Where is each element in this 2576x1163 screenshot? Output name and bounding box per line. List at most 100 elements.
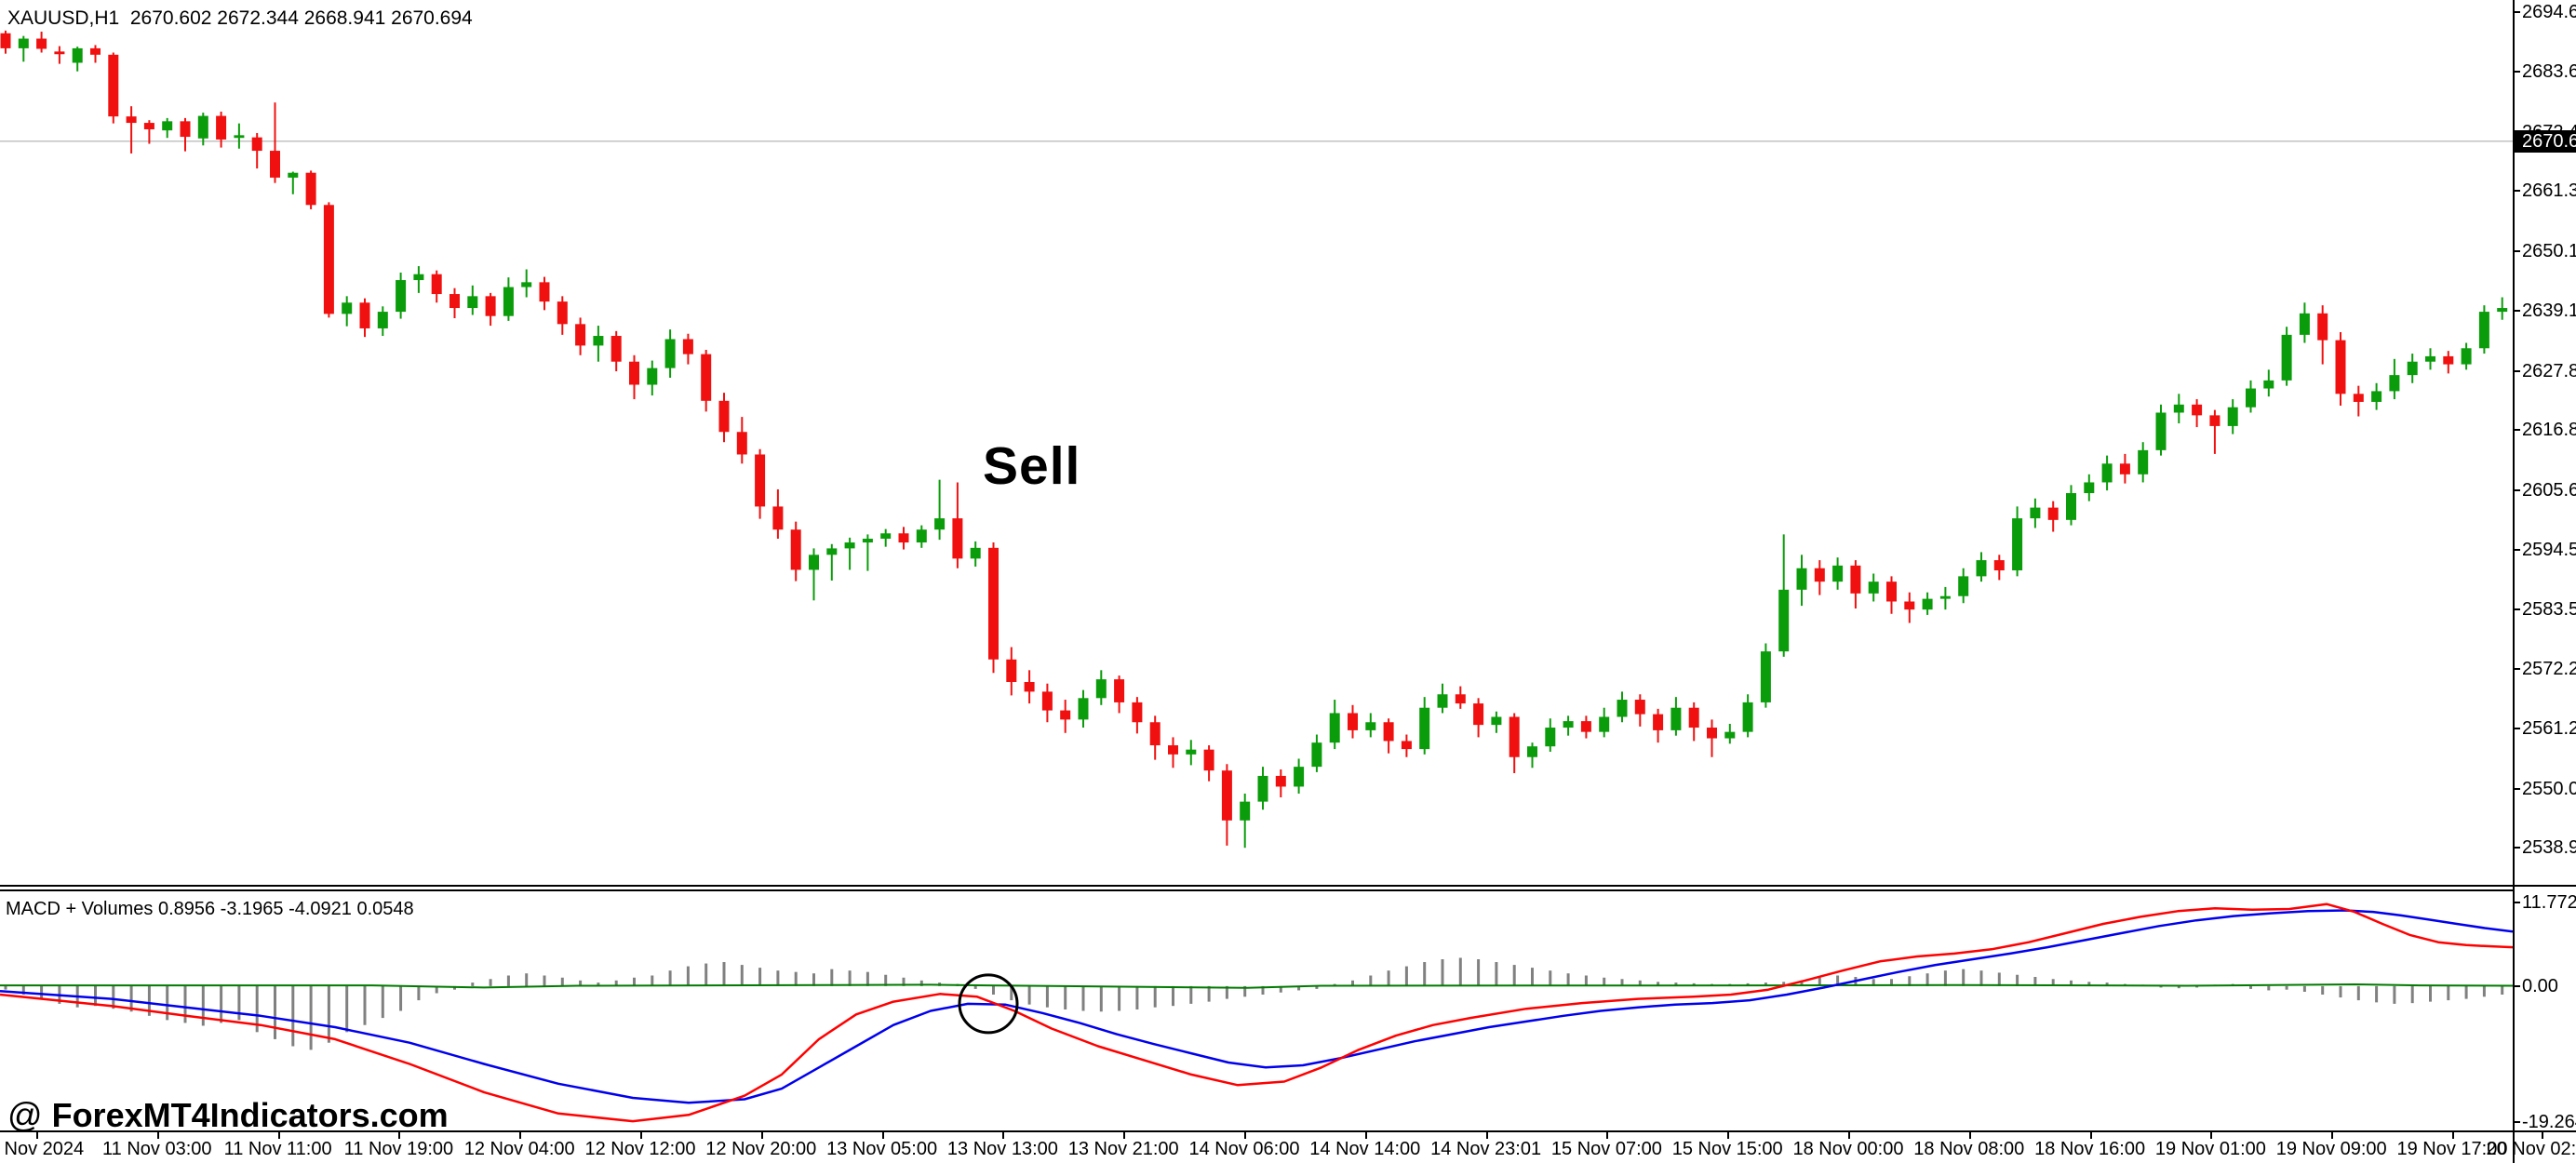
price-axis-tick: [2513, 608, 2520, 610]
time-axis-tick: [156, 1132, 159, 1139]
candle-body: [2066, 492, 2076, 520]
candle-body: [1473, 703, 1484, 726]
candle-body: [1132, 702, 1143, 723]
watermark-at-sign: @: [7, 1096, 43, 1134]
candle-body: [593, 336, 604, 346]
time-axis-label: 11 Nov 03:00: [102, 1139, 212, 1159]
time-axis-tick: [2210, 1132, 2213, 1139]
candle-body: [1939, 595, 1951, 599]
time-axis-tick: [1485, 1132, 1488, 1139]
candle-body: [1437, 694, 1448, 708]
candle-body: [2443, 355, 2454, 365]
candle-body: [288, 172, 299, 178]
crossover-circle-annotation: [958, 973, 1019, 1035]
candle-body: [305, 172, 316, 206]
candle-body: [1993, 560, 2005, 571]
price-axis-label: 2683.640: [2522, 61, 2576, 83]
candle-body: [413, 274, 424, 281]
candle-body: [1060, 710, 1071, 720]
candle-body: [1904, 601, 1915, 610]
price-axis-label: 2538.970: [2522, 837, 2576, 859]
candle-body: [1545, 728, 1556, 747]
panel-separator-top[interactable]: [0, 885, 2576, 887]
candle-body: [431, 274, 442, 295]
time-axis-tick: [1002, 1132, 1005, 1139]
candle-body: [323, 205, 334, 314]
candle-body: [1186, 749, 1197, 755]
candle-body: [2173, 404, 2184, 413]
time-axis-tick: [2452, 1132, 2454, 1139]
candle-body: [1383, 722, 1394, 742]
candle-body: [1348, 713, 1358, 730]
candle-body: [1419, 707, 1430, 750]
candle-body: [485, 296, 496, 316]
candle-body: [1329, 713, 1340, 743]
price-axis-label: 2572.290: [2522, 659, 2576, 680]
time-axis-tick: [1727, 1132, 1730, 1139]
candle-body: [90, 47, 101, 55]
price-axis-label: 2627.880: [2522, 360, 2576, 381]
candle-body: [2461, 348, 2472, 365]
price-axis-tick: [2513, 369, 2520, 372]
candle-body: [772, 506, 784, 530]
price-axis-tick: [2513, 71, 2520, 74]
candle-body: [1599, 716, 1610, 732]
candle-body: [2335, 340, 2346, 394]
candle-body: [2246, 388, 2256, 408]
candle-body: [1886, 582, 1897, 602]
macd-axis-tick: [2513, 984, 2520, 987]
time-axis-tick: [398, 1132, 401, 1139]
candle-body: [2317, 313, 2328, 341]
price-axis-tick: [2513, 847, 2520, 849]
price-axis-tick: [2513, 727, 2520, 729]
time-axis[interactable]: 8 Nov 2024 11 Nov 03:00 11 Nov 11:00 11 Nov…: [0, 1132, 2576, 1163]
macd-line-red: [0, 902, 2513, 1123]
candle-body: [2084, 482, 2095, 493]
candle-body: [1527, 746, 1537, 757]
candle-body: [1868, 582, 1879, 594]
candle-body: [2497, 308, 2508, 313]
candle-body: [2407, 361, 2418, 376]
candle-body: [2389, 375, 2400, 392]
price-axis-tick: [2513, 489, 2520, 492]
time-axis-label: 19 Nov 17:00: [2396, 1139, 2508, 1159]
time-axis-tick: [1968, 1132, 1971, 1139]
candle-body: [2299, 313, 2310, 335]
time-axis-label: 13 Nov 21:00: [1067, 1139, 1179, 1159]
time-axis-label: 14 Nov 06:00: [1188, 1139, 1300, 1159]
price-chart-canvas[interactable]: [0, 0, 2513, 885]
price-axis-label: 2550.020: [2522, 778, 2576, 799]
candle-body: [377, 312, 388, 328]
candle-body: [2192, 404, 2203, 416]
price-axis-tick: [2513, 429, 2520, 432]
candle-body: [701, 354, 712, 401]
candle-body: [2478, 312, 2489, 349]
candle-body: [647, 368, 658, 385]
candle-body: [72, 47, 83, 63]
macd-axis-tick: [2513, 902, 2520, 904]
time-axis-label: 20 Nov 02:00: [2486, 1139, 2576, 1159]
candle-body: [1401, 741, 1412, 750]
candle-body: [1850, 565, 1861, 594]
time-axis-label: 18 Nov 16:00: [2034, 1139, 2146, 1159]
price-axis[interactable]: 2670.694 2694.6902683.6402672.4202661.37…: [2513, 0, 2576, 1163]
candle-body: [539, 282, 550, 302]
candle-body: [449, 294, 460, 309]
time-axis-label: 12 Nov 12:00: [584, 1139, 696, 1159]
time-axis-label: 13 Nov 05:00: [826, 1139, 938, 1159]
candle-body: [1670, 707, 1682, 730]
time-axis-tick: [2331, 1132, 2334, 1139]
candle-body: [1617, 700, 1628, 717]
candle-body: [1958, 576, 1969, 596]
candle-body: [1221, 770, 1232, 821]
candle-body: [1275, 775, 1286, 787]
price-axis-label: 2561.240: [2522, 717, 2576, 739]
time-axis-tick: [519, 1132, 522, 1139]
time-axis-tick: [277, 1132, 280, 1139]
candle-body: [1724, 731, 1736, 739]
candle-body: [1653, 714, 1664, 730]
macd-indicator-canvas[interactable]: [0, 891, 2513, 1130]
candle-body: [1006, 659, 1017, 683]
candle-body: [18, 38, 29, 48]
candle-body: [1634, 700, 1645, 715]
